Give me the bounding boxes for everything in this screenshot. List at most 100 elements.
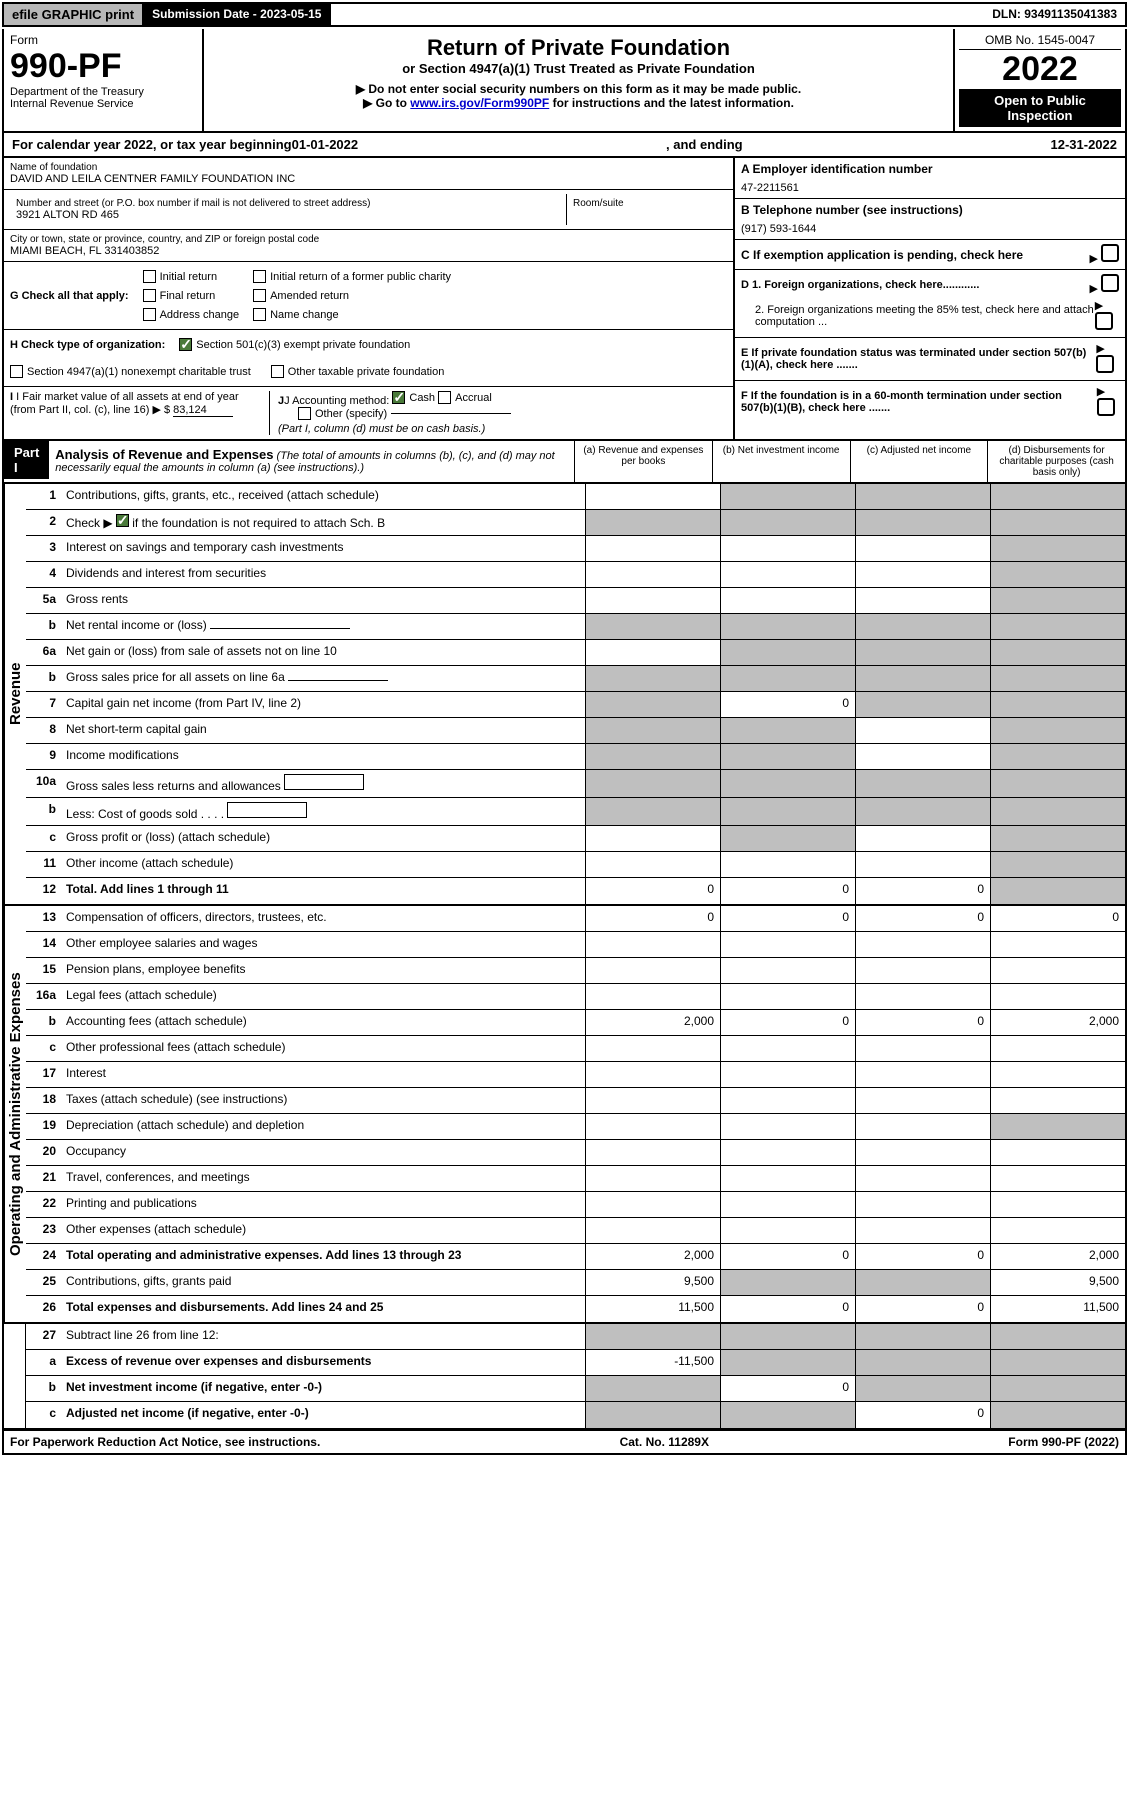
tax-year: 2022 — [959, 50, 1121, 89]
line-13: Compensation of officers, directors, tru… — [62, 906, 585, 931]
section-h: H Check type of organization: Section 50… — [4, 330, 733, 387]
chk-d2[interactable] — [1095, 312, 1113, 330]
page-footer: For Paperwork Reduction Act Notice, see … — [2, 1430, 1127, 1455]
chk-name-change[interactable] — [253, 308, 266, 321]
line-3: Interest on savings and temporary cash i… — [62, 536, 585, 561]
col-c-hdr: (c) Adjusted net income — [850, 441, 988, 482]
room-label: Room/suite — [573, 198, 721, 209]
line-11: Other income (attach schedule) — [62, 852, 585, 877]
col-a-hdr: (a) Revenue and expenses per books — [574, 441, 712, 482]
fmv-value: 83,124 — [173, 404, 233, 417]
opex-side-label: Operating and Administrative Expenses — [4, 906, 26, 1322]
chk-e[interactable] — [1096, 355, 1114, 373]
submission-date: Submission Date - 2023-05-15 — [144, 4, 331, 25]
foundation-name: DAVID AND LEILA CENTNER FAMILY FOUNDATIO… — [10, 173, 727, 185]
city-label: City or town, state or province, country… — [10, 234, 727, 245]
col-d-hdr: (d) Disbursements for charitable purpose… — [987, 441, 1125, 482]
line-26: Total expenses and disbursements. Add li… — [62, 1296, 585, 1322]
chk-4947a1[interactable] — [10, 365, 23, 378]
tax-year-begin: 01-01-2022 — [292, 137, 359, 152]
line-10c: Gross profit or (loss) (attach schedule) — [62, 826, 585, 851]
line-2: Check ▶ if the foundation is not require… — [62, 510, 585, 535]
dln: DLN: 93491135041383 — [984, 4, 1125, 25]
line-23: Other expenses (attach schedule) — [62, 1218, 585, 1243]
chk-other-method[interactable] — [298, 407, 311, 420]
line-16b: Accounting fees (attach schedule) — [62, 1010, 585, 1035]
line-12: Total. Add lines 1 through 11 — [62, 878, 585, 904]
chk-sch-b[interactable] — [116, 514, 129, 527]
form-ref: Form 990-PF (2022) — [1008, 1435, 1119, 1449]
d1-label: D 1. Foreign organizations, check here..… — [741, 279, 979, 291]
chk-other-taxable[interactable] — [271, 365, 284, 378]
line-24: Total operating and administrative expen… — [62, 1244, 585, 1269]
line-15: Pension plans, employee benefits — [62, 958, 585, 983]
line-25: Contributions, gifts, grants paid — [62, 1270, 585, 1295]
j-note: (Part I, column (d) must be on cash basi… — [278, 423, 727, 435]
line-10a: Gross sales less returns and allowances — [62, 770, 585, 797]
tax-year-end: 12-31-2022 — [1051, 137, 1118, 152]
c-label: C If exemption application is pending, c… — [741, 248, 1023, 262]
entity-info: Name of foundation DAVID AND LEILA CENTN… — [2, 158, 1127, 441]
line-6a: Net gain or (loss) from sale of assets n… — [62, 640, 585, 665]
form990pf-link[interactable]: www.irs.gov/Form990PF — [410, 96, 549, 110]
line-27a: Excess of revenue over expenses and disb… — [62, 1350, 585, 1375]
line-18: Taxes (attach schedule) (see instruction… — [62, 1088, 585, 1113]
line-27: Subtract line 26 from line 12: — [62, 1324, 585, 1349]
line-22: Printing and publications — [62, 1192, 585, 1217]
line-17: Interest — [62, 1062, 585, 1087]
calendar-year-row: For calendar year 2022, or tax year begi… — [2, 133, 1127, 158]
form-header: Form 990-PF Department of the Treasury I… — [2, 29, 1127, 133]
revenue-side-label: Revenue — [4, 484, 26, 904]
line-1: Contributions, gifts, grants, etc., rece… — [62, 484, 585, 509]
line27-table: 27Subtract line 26 from line 12: aExcess… — [2, 1324, 1127, 1430]
part1-label: Part I — [4, 441, 49, 479]
chk-address-change[interactable] — [143, 308, 156, 321]
part1-title: Analysis of Revenue and Expenses — [55, 447, 273, 462]
line-9: Income modifications — [62, 744, 585, 769]
part1-header: Part I Analysis of Revenue and Expenses … — [2, 441, 1127, 484]
city-state-zip: MIAMI BEACH, FL 331403852 — [10, 245, 727, 257]
line-4: Dividends and interest from securities — [62, 562, 585, 587]
chk-amended[interactable] — [253, 289, 266, 302]
open-to-public: Open to Public Inspection — [959, 89, 1121, 127]
line-27c: Adjusted net income (if negative, enter … — [62, 1402, 585, 1428]
line-7: Capital gain net income (from Part IV, l… — [62, 692, 585, 717]
e-label: E If private foundation status was termi… — [741, 347, 1096, 371]
line-27b: Net investment income (if negative, ente… — [62, 1376, 585, 1401]
line-8: Net short-term capital gain — [62, 718, 585, 743]
d2-label: 2. Foreign organizations meeting the 85%… — [741, 304, 1095, 328]
revenue-table: Revenue 1Contributions, gifts, grants, e… — [2, 484, 1127, 906]
instruction-1: ▶ Do not enter social security numbers o… — [210, 82, 947, 96]
chk-d1[interactable] — [1101, 274, 1119, 292]
chk-cash[interactable] — [392, 391, 405, 404]
chk-f[interactable] — [1097, 398, 1115, 416]
chk-initial-return[interactable] — [143, 270, 156, 283]
a-label: A Employer identification number — [741, 162, 1119, 176]
form-subtitle: or Section 4947(a)(1) Trust Treated as P… — [210, 61, 947, 76]
name-label: Name of foundation — [10, 162, 727, 173]
opex-table: Operating and Administrative Expenses 13… — [2, 906, 1127, 1324]
irs-label: Internal Revenue Service — [10, 98, 196, 110]
line-5a: Gross rents — [62, 588, 585, 613]
chk-501c3[interactable] — [179, 338, 192, 351]
form-word: Form — [10, 33, 196, 47]
chk-initial-former[interactable] — [253, 270, 266, 283]
line-20: Occupancy — [62, 1140, 585, 1165]
top-bar: efile GRAPHIC print Submission Date - 20… — [2, 2, 1127, 27]
dept-label: Department of the Treasury — [10, 86, 196, 98]
phone: (917) 593-1644 — [741, 223, 1119, 235]
line-16c: Other professional fees (attach schedule… — [62, 1036, 585, 1061]
efile-print-button[interactable]: efile GRAPHIC print — [4, 4, 144, 25]
addr-label: Number and street (or P.O. box number if… — [16, 198, 560, 209]
chk-final-return[interactable] — [143, 289, 156, 302]
g-label: G Check all that apply: — [10, 290, 129, 302]
line-19: Depreciation (attach schedule) and deple… — [62, 1114, 585, 1139]
line-16a: Legal fees (attach schedule) — [62, 984, 585, 1009]
chk-accrual[interactable] — [438, 391, 451, 404]
cat-no: Cat. No. 11289X — [620, 1435, 709, 1449]
line-6b: Gross sales price for all assets on line… — [62, 666, 585, 691]
omb-number: OMB No. 1545-0047 — [959, 33, 1121, 50]
line-5b: Net rental income or (loss) — [62, 614, 585, 639]
chk-c[interactable] — [1101, 244, 1119, 262]
b-label: B Telephone number (see instructions) — [741, 203, 1119, 217]
